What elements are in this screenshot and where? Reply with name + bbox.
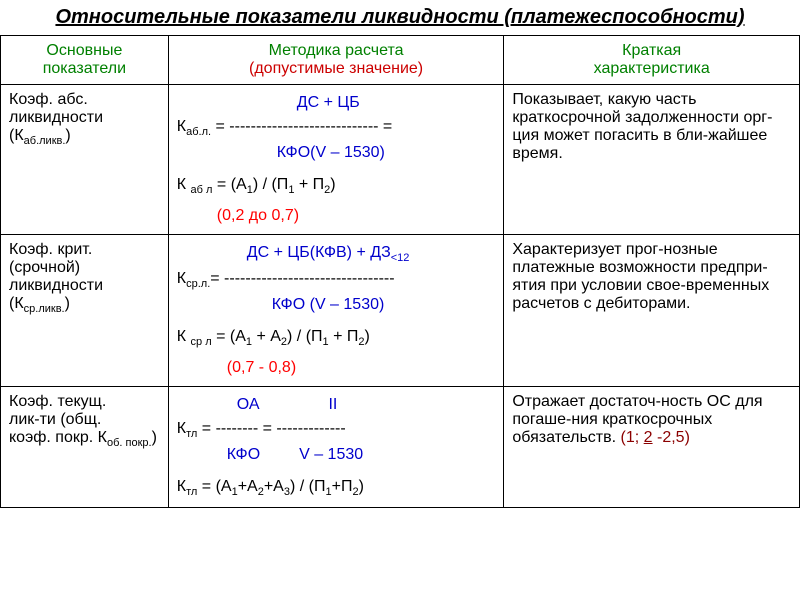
formula-denominator: КФО bbox=[227, 446, 260, 463]
text: ) bbox=[65, 295, 70, 312]
text: (К bbox=[9, 295, 24, 312]
formula-numerator: ДС + ЦБ(КФВ) + ДЗ bbox=[247, 244, 391, 261]
header-text: Методика расчета bbox=[269, 42, 404, 59]
description-cell: Отражает достаточ-ность ОС для погаше-ни… bbox=[504, 387, 800, 507]
text: Коэф. абс. bbox=[9, 91, 88, 108]
header-text: показатели bbox=[43, 60, 126, 77]
indicator-cell: Коэф. абс. ликвидности (Каб.ликв.) bbox=[1, 85, 169, 235]
description-cell: Характеризует прог-нозные платежные возм… bbox=[504, 235, 800, 387]
subscript: ср л bbox=[191, 336, 212, 348]
text: ) bbox=[65, 127, 70, 144]
text: (К bbox=[9, 127, 24, 144]
header-text: (допустимые значение) bbox=[249, 60, 423, 77]
range-value: 2 bbox=[644, 429, 653, 446]
text: К bbox=[177, 420, 186, 437]
subscript: ср.л. bbox=[186, 278, 210, 290]
table-row: Коэф. абс. ликвидности (Каб.ликв.) ДС + … bbox=[1, 85, 800, 235]
subscript: тл bbox=[186, 429, 197, 441]
subscript: аб л bbox=[191, 184, 213, 196]
text: = ---------------------------- = bbox=[211, 118, 392, 135]
subscript: <12 bbox=[391, 253, 410, 265]
text: (срочной) bbox=[9, 259, 80, 276]
text: +А bbox=[264, 478, 284, 495]
text: ликвидности bbox=[9, 109, 103, 126]
indicator-cell: Коэф. крит. (срочной) ликвидности (Кср.л… bbox=[1, 235, 169, 387]
text: = (А bbox=[212, 176, 246, 193]
range-value: -2,5) bbox=[653, 429, 690, 446]
text: ) bbox=[365, 328, 370, 345]
header-method: Методика расчета (допустимые значение) bbox=[168, 36, 504, 85]
text: + А bbox=[252, 328, 281, 345]
subscript: аб.ликв. bbox=[24, 135, 66, 147]
text: +А bbox=[238, 478, 258, 495]
indicator-cell: Коэф. текущ. лик-ти (общ. коэф. покр. Ко… bbox=[1, 387, 169, 507]
text: +П bbox=[332, 478, 353, 495]
formula-cell: ДС + ЦБ(КФВ) + ДЗ<12 Кср.л.= -----------… bbox=[168, 235, 504, 387]
range-value: (0,7 - 0,8) bbox=[177, 356, 496, 380]
formula-denominator: V – 1530 bbox=[299, 446, 363, 463]
subscript: ср.ликв. bbox=[24, 304, 65, 316]
text: ) bbox=[330, 176, 335, 193]
description-cell: Показывает, какую часть краткосрочной за… bbox=[504, 85, 800, 235]
table-header-row: Основные показатели Методика расчета (до… bbox=[1, 36, 800, 85]
text: К bbox=[177, 478, 186, 495]
range-value: (0,2 до 0,7) bbox=[177, 204, 496, 228]
header-indicators: Основные показатели bbox=[1, 36, 169, 85]
subscript: об. покр. bbox=[107, 438, 152, 450]
formula-cell: ДС + ЦБ Каб.л. = -----------------------… bbox=[168, 85, 504, 235]
text: Коэф. текущ. bbox=[9, 393, 106, 410]
text: Коэф. крит. bbox=[9, 241, 92, 258]
table-row: Коэф. крит. (срочной) ликвидности (Кср.л… bbox=[1, 235, 800, 387]
formula-denominator: КФО(V – 1530) bbox=[277, 144, 385, 161]
header-text: характеристика bbox=[594, 60, 710, 77]
header-characteristic: Краткая характеристика bbox=[504, 36, 800, 85]
text: ) / (П bbox=[287, 328, 323, 345]
header-text: Краткая bbox=[622, 42, 681, 59]
text: коэф. покр. К bbox=[9, 429, 107, 446]
text: ) bbox=[152, 429, 157, 446]
formula-numerator: II bbox=[328, 396, 337, 413]
liquidity-table: Основные показатели Методика расчета (до… bbox=[0, 35, 800, 508]
text: + П bbox=[329, 328, 359, 345]
page-title: Относительные показатели ликвидности (пл… bbox=[0, 0, 800, 35]
text: = -------------------------------- bbox=[210, 270, 394, 287]
text: ) / (П bbox=[290, 478, 326, 495]
formula-cell: ОА II Ктл = -------- = ------------- КФО… bbox=[168, 387, 504, 507]
formula-numerator: ОА bbox=[237, 396, 260, 413]
text: ликвидности bbox=[9, 277, 103, 294]
text: К bbox=[177, 176, 191, 193]
header-text: Основные bbox=[46, 42, 122, 59]
text: = (А bbox=[212, 328, 246, 345]
text: лик-ти (общ. bbox=[9, 411, 101, 428]
text: ) / (П bbox=[253, 176, 289, 193]
text: = (А bbox=[197, 478, 231, 495]
formula-denominator: КФО (V – 1530) bbox=[272, 296, 385, 313]
table-row: Коэф. текущ. лик-ти (общ. коэф. покр. Ко… bbox=[1, 387, 800, 507]
text: = -------- = ------------- bbox=[197, 420, 345, 437]
text: К bbox=[177, 270, 186, 287]
subscript: тл bbox=[186, 486, 197, 498]
text: ) bbox=[359, 478, 364, 495]
formula-numerator: ДС + ЦБ bbox=[177, 91, 496, 115]
text: + П bbox=[294, 176, 324, 193]
text: К bbox=[177, 328, 191, 345]
subscript: аб.л. bbox=[186, 126, 211, 138]
range-value: (1; bbox=[621, 429, 644, 446]
text: К bbox=[177, 118, 186, 135]
